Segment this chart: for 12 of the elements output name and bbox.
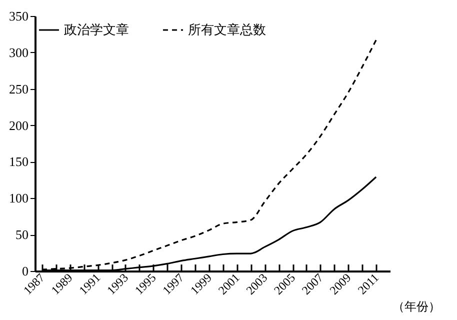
x-tick-label: 2011 — [354, 270, 382, 298]
legend-label: 政治学文章 — [64, 22, 129, 37]
y-tick-label: 250 — [9, 81, 28, 96]
y-tick-label: 350 — [9, 8, 28, 24]
y-tick-label: 150 — [9, 154, 28, 170]
legend-label: 所有文章总数 — [188, 22, 266, 37]
y-tick-label: 200 — [9, 118, 28, 133]
x-axis-title: （年份） — [392, 300, 440, 314]
y-tick-label: 50 — [16, 227, 28, 242]
x-tick-label: 1991 — [76, 270, 104, 298]
y-tick-label: 300 — [9, 44, 28, 60]
y-tick-label: 100 — [9, 190, 28, 206]
